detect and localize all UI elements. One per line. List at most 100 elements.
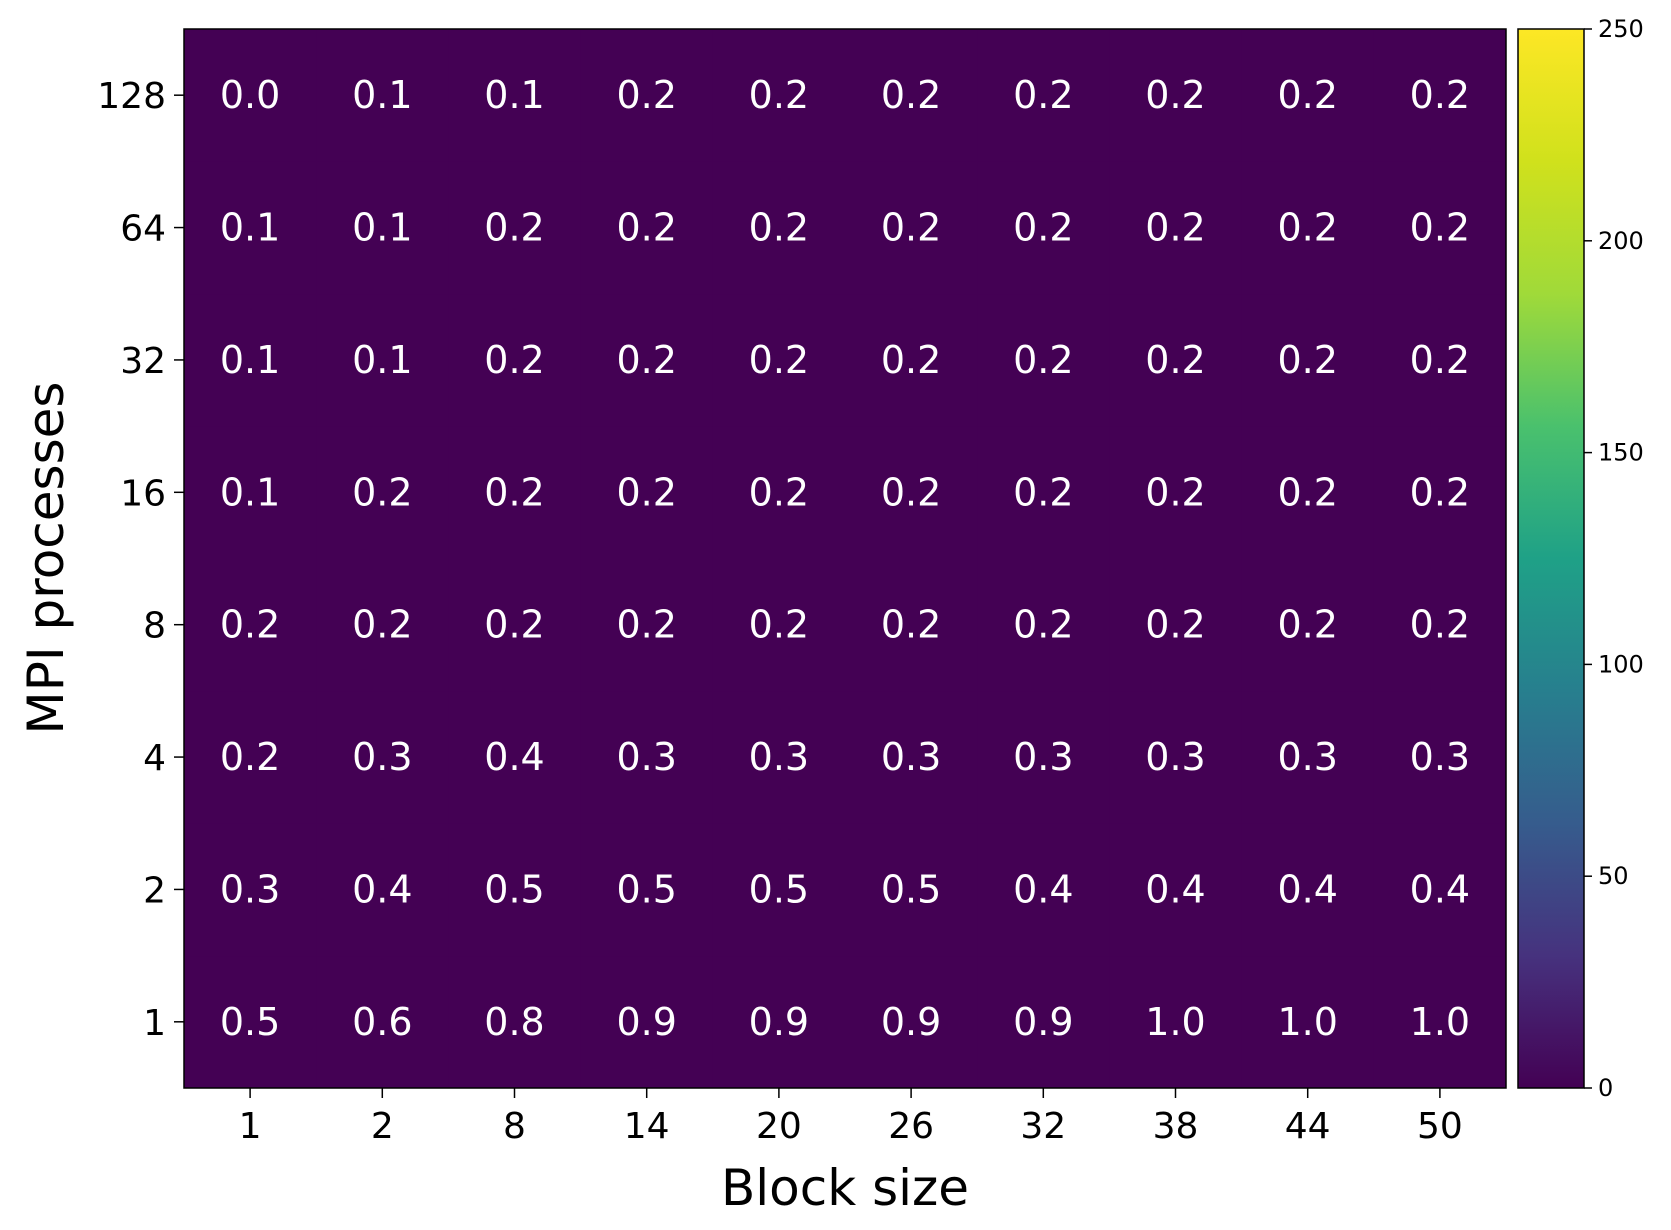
heatmap-cell	[580, 293, 714, 427]
x-tick-label: 50	[1417, 1106, 1463, 1147]
heatmap-cell	[448, 823, 582, 957]
heatmap-cell	[316, 426, 449, 559]
heatmap-cell	[712, 293, 846, 427]
heatmap-cell	[845, 29, 978, 162]
cell-value-label: 0.2	[1277, 73, 1337, 117]
cell-value-label: 0.3	[352, 735, 412, 779]
cell-value-label: 0.6	[352, 1000, 412, 1044]
cell-value-label: 0.2	[1277, 603, 1337, 647]
heatmap-cell	[448, 426, 582, 559]
cell-value-label: 0.4	[484, 735, 544, 779]
heatmap-cell	[1241, 955, 1375, 1089]
cell-value-label: 0.2	[1013, 73, 1073, 117]
heatmap-cell	[845, 823, 978, 957]
cell-value-label: 0.2	[1145, 206, 1205, 250]
heatmap-cell	[977, 558, 1110, 692]
heatmap-cell	[448, 161, 582, 295]
cell-value-label: 0.2	[1013, 206, 1073, 250]
heatmap-cell	[316, 558, 449, 692]
x-tick-label: 2	[371, 1106, 394, 1147]
heatmap-cell	[448, 29, 582, 162]
colorbar-ticks: 0 50 100 150 200 250	[1584, 15, 1644, 1102]
cell-value-label: 0.1	[352, 73, 412, 117]
heatmap-cell	[1109, 426, 1243, 559]
heatmap-cell	[580, 690, 714, 824]
cell-value-label: 0.2	[749, 73, 809, 117]
x-tick-label: 1	[239, 1106, 262, 1147]
heatmap-cell	[712, 955, 846, 1089]
heatmap-cell	[1241, 823, 1375, 957]
colorbar-tick-label: 150	[1598, 439, 1644, 467]
cell-value-label: 0.4	[1277, 867, 1337, 911]
cell-value-label: 0.4	[1013, 867, 1073, 911]
heatmap-cell	[580, 955, 714, 1089]
heatmap-cell	[845, 955, 978, 1089]
cell-value-label: 0.2	[1410, 206, 1470, 250]
cell-value-label: 0.3	[1410, 735, 1470, 779]
cell-value-label: 1.0	[1277, 1000, 1337, 1044]
heatmap-cell	[977, 823, 1110, 957]
cell-value-label: 0.5	[484, 867, 544, 911]
cell-value-label: 0.9	[616, 1000, 676, 1044]
cell-value-label: 0.2	[881, 470, 941, 514]
cell-value-label: 0.2	[1013, 470, 1073, 514]
cell-value-label: 0.2	[352, 470, 412, 514]
cell-value-label: 1.0	[1145, 1000, 1205, 1044]
cell-value-label: 0.2	[749, 338, 809, 382]
heatmap-cell	[845, 161, 978, 295]
cell-value-label: 0.1	[352, 206, 412, 250]
y-tick-label: 8	[143, 606, 166, 647]
cell-value-label: 0.2	[484, 338, 544, 382]
heatmap-cell	[448, 293, 582, 427]
y-tick-label: 2	[143, 870, 166, 911]
heatmap-cell	[712, 823, 846, 957]
y-axis-label: MPI processes	[17, 382, 75, 735]
colorbar-tick-label: 200	[1598, 227, 1644, 255]
x-tick-label: 32	[1020, 1106, 1066, 1147]
cell-value-label: 0.8	[484, 1000, 544, 1044]
heatmap-cell	[977, 426, 1110, 559]
cell-value-label: 0.2	[1277, 338, 1337, 382]
cell-value-label: 0.2	[1145, 73, 1205, 117]
cell-value-label: 0.2	[616, 338, 676, 382]
cell-value-label: 0.2	[749, 206, 809, 250]
heatmap-cells	[184, 29, 1507, 1089]
y-tick-label: 1	[143, 1003, 166, 1044]
y-tick-label: 128	[97, 76, 166, 117]
y-tick-label: 64	[120, 209, 166, 250]
heatmap-cell	[1109, 955, 1243, 1089]
heatmap-cell	[1109, 558, 1243, 692]
heatmap-cell	[580, 161, 714, 295]
x-tick-label: 20	[756, 1106, 802, 1147]
cell-value-label: 0.3	[1013, 735, 1073, 779]
cell-value-label: 0.5	[616, 867, 676, 911]
cell-value-label: 0.2	[749, 470, 809, 514]
colorbar-tick-label: 50	[1598, 862, 1629, 890]
cell-value-label: 0.3	[881, 735, 941, 779]
cell-value-label: 0.4	[1145, 867, 1205, 911]
heatmap-cell	[845, 690, 978, 824]
heatmap-cell	[1373, 161, 1507, 295]
cell-value-label: 0.2	[1145, 338, 1205, 382]
cell-value-label: 0.1	[220, 470, 280, 514]
cell-value-label: 0.3	[220, 867, 280, 911]
cell-value-label: 0.4	[1410, 867, 1470, 911]
cell-value-label: 0.3	[616, 735, 676, 779]
y-axis: 1 2 4 8 16 32 64 128	[97, 76, 184, 1044]
colorbar	[1517, 28, 1585, 1089]
heatmap-cell	[580, 558, 714, 692]
x-tick-label: 38	[1153, 1106, 1199, 1147]
cell-value-label: 0.2	[1277, 206, 1337, 250]
heatmap-cell	[316, 955, 449, 1089]
cell-value-label: 0.2	[881, 338, 941, 382]
cell-value-label: 0.2	[220, 603, 280, 647]
cell-value-label: 0.4	[352, 867, 412, 911]
heatmap-cell	[1109, 29, 1243, 162]
x-tick-label: 14	[624, 1106, 670, 1147]
heatmap-cell	[1241, 426, 1375, 559]
cell-value-label: 0.5	[220, 1000, 280, 1044]
cell-value-label: 0.2	[749, 603, 809, 647]
heatmap-cell	[712, 426, 846, 559]
colorbar-tick-label: 0	[1598, 1074, 1613, 1102]
